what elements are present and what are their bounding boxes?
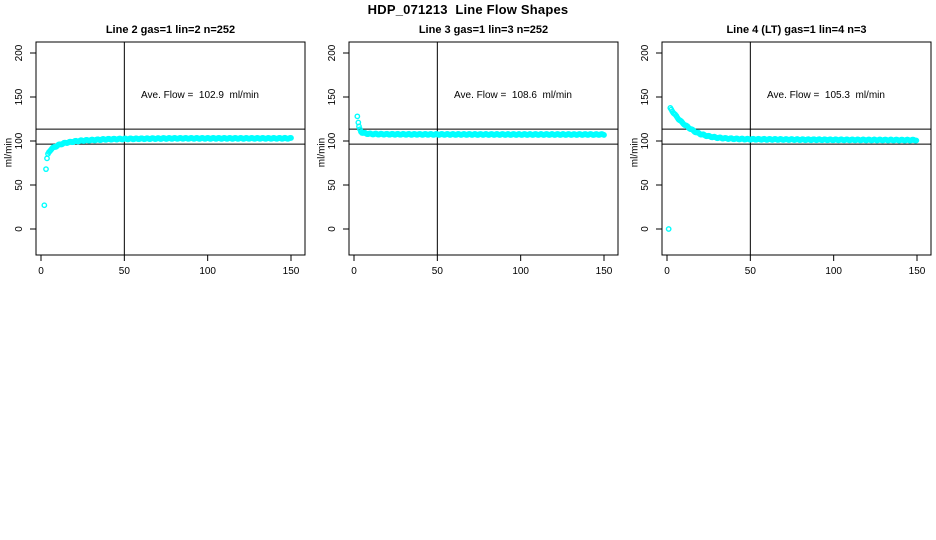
y-tick-label: 200: [640, 44, 651, 61]
y-axis: 0 50 100 150 200: [327, 44, 349, 232]
plot-box: [35, 41, 306, 256]
x-tick-label: 100: [199, 266, 216, 277]
x-tick-label: 0: [351, 266, 357, 277]
y-tick-label: 200: [327, 44, 338, 61]
y-tick-label: 0: [327, 226, 338, 232]
reference-lines: [349, 42, 618, 255]
y-tick-label: 150: [14, 88, 25, 105]
plot-box: [661, 41, 932, 256]
ave-flow-annotation: Ave. Flow = 105.3 ml/min: [767, 90, 885, 101]
x-tick-label: 50: [745, 266, 757, 277]
y-tick-label: 50: [14, 179, 25, 191]
x-tick-label: 150: [283, 266, 300, 277]
y-tick-label: 200: [14, 44, 25, 61]
y-tick-label: 50: [327, 179, 338, 191]
plot-area-line4: 0 50 100 150 0 50 100 150 200: [640, 41, 932, 277]
y-axis-label: ml/min: [316, 137, 328, 168]
y-axis-label: ml/min: [3, 137, 15, 168]
y-tick-label: 100: [14, 132, 25, 149]
data-points: [41, 134, 294, 209]
ave-flow-annotation: Ave. Flow = 102.9 ml/min: [141, 90, 259, 101]
data-points: [354, 113, 607, 138]
y-tick-label: 0: [14, 226, 25, 232]
panel-title: Line 4 (LT) gas=1 lin=4 n=3: [726, 24, 867, 36]
y-tick-label: 100: [327, 132, 338, 149]
x-tick-label: 150: [596, 266, 613, 277]
x-tick-label: 50: [432, 266, 444, 277]
reference-lines: [662, 42, 931, 255]
y-tick-label: 150: [640, 88, 651, 105]
panel-title: Line 2 gas=1 lin=2 n=252: [105, 24, 236, 36]
x-tick-label: 100: [512, 266, 529, 277]
x-tick-label: 0: [38, 266, 44, 277]
ave-flow-annotation: Ave. Flow = 108.6 ml/min: [454, 90, 572, 101]
data-points: [665, 105, 920, 232]
plot-area-line2: 0 50 100 150 0 50 100 150 200: [14, 41, 306, 277]
x-axis: 0 50 100 150: [664, 255, 926, 277]
x-tick-label: 150: [909, 266, 926, 277]
chart-panel-line4: 0 50 100 150 0 50 100 150 200 Line 4 (LT) gas=1 …: [626, 0, 936, 300]
y-tick-label: 0: [640, 226, 651, 232]
y-tick-label: 100: [640, 132, 651, 149]
x-tick-label: 50: [119, 266, 131, 277]
y-axis-label: ml/min: [629, 137, 641, 168]
x-tick-label: 100: [825, 266, 842, 277]
plot-area-line3: 0 50 100 150 0 50 100 150 200: [327, 41, 619, 277]
y-axis: 0 50 100 150 200: [640, 44, 662, 232]
y-tick-label: 150: [327, 88, 338, 105]
plot-box: [348, 41, 619, 256]
chart-panel-line3: 0 50 100 150 0 50 100 150 200 Line 3 gas=1 lin=3…: [313, 0, 625, 300]
x-axis: 0 50 100 150: [38, 255, 300, 277]
x-tick-label: 0: [664, 266, 670, 277]
y-tick-label: 50: [640, 179, 651, 191]
chart-panel-line2: 0 50 100 150 0 50 100 150 200 Line 2 gas=1 lin=2…: [0, 0, 312, 300]
panel-title: Line 3 gas=1 lin=3 n=252: [418, 24, 549, 36]
reference-lines: [36, 42, 305, 255]
y-axis: 0 50 100 150 200: [14, 44, 36, 232]
figure-title: HDP_071213 Line Flow Shapes: [367, 2, 569, 17]
x-axis: 0 50 100 150: [351, 255, 613, 277]
